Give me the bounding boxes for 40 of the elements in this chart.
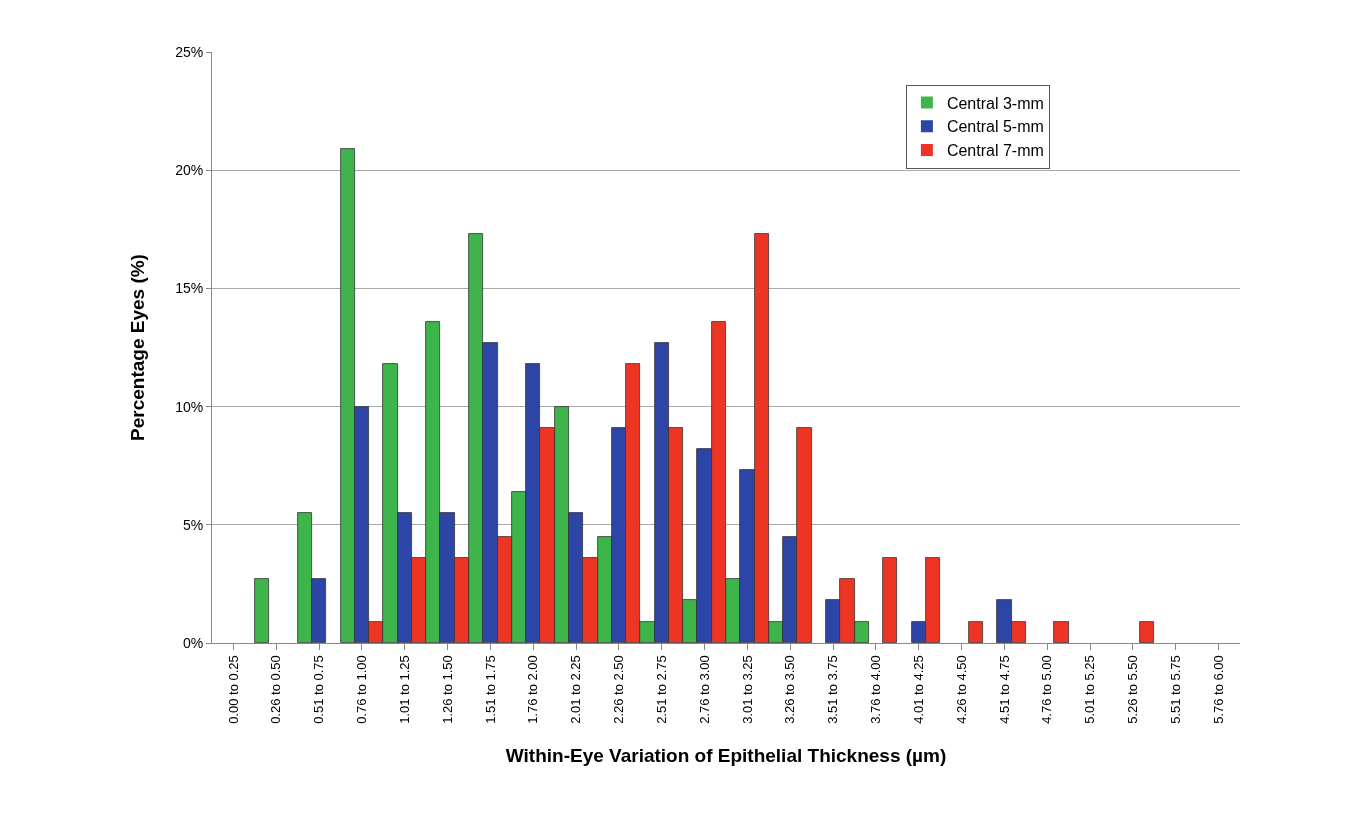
x-axis-title: Within-Eye Variation of Epithelial Thickness (µm) [505, 744, 947, 766]
x-tick-label: 5.26 to 5.50 [1125, 655, 1141, 724]
bar [1053, 621, 1069, 643]
x-tick-label: 3.01 to 3.25 [739, 655, 755, 724]
bar [254, 578, 269, 643]
bar [882, 557, 897, 643]
legend-label: Central 3-mm [946, 94, 1044, 112]
y-tick-label: 15% [175, 280, 204, 297]
x-tick-label: 2.26 to 2.50 [611, 655, 627, 724]
x-tick-label: 0.26 to 0.50 [268, 655, 284, 724]
x-tick-label: 1.01 to 1.25 [396, 655, 412, 724]
y-tick-label: 10% [175, 398, 204, 415]
x-tick-label: 4.51 to 4.75 [996, 655, 1012, 724]
x-tick-label: 0.00 to 0.25 [225, 655, 241, 724]
x-tick-label: 1.51 to 1.75 [482, 655, 498, 724]
bar [1139, 621, 1154, 643]
x-tick-label: 2.51 to 2.75 [653, 655, 669, 724]
x-tick-label: 2.01 to 2.25 [568, 655, 584, 724]
bar [968, 621, 983, 643]
x-tick-label: 0.76 to 1.00 [354, 655, 370, 724]
y-axis-title: Percentage Eyes (%) [127, 254, 149, 441]
x-tick-label: 2.76 to 3.00 [696, 655, 712, 724]
x-tick-label: 3.76 to 4.00 [868, 655, 884, 724]
x-tick-label: 5.01 to 5.25 [1082, 655, 1098, 724]
x-tick-label: 5.51 to 5.75 [1167, 655, 1183, 724]
y-tick-label: 20% [175, 162, 204, 179]
x-tick-label: 1.76 to 2.00 [525, 655, 541, 724]
legend-label: Central 5-mm [946, 118, 1044, 136]
x-tick-label: 4.01 to 4.25 [910, 655, 926, 724]
y-tick-label: 25% [175, 43, 204, 60]
x-tick-label: 5.76 to 6.00 [1210, 655, 1226, 724]
x-tick-label: 3.26 to 3.50 [782, 655, 798, 724]
x-tick-label: 0.51 to 0.75 [311, 655, 327, 724]
y-tick-label: 0% [182, 634, 204, 651]
y-tick-label: 5% [182, 516, 204, 533]
x-tick-label: 4.26 to 4.50 [953, 655, 969, 724]
legend-label: Central 7-mm [946, 142, 1044, 160]
x-tick-label: 4.76 to 5.00 [1039, 655, 1055, 724]
x-tick-label: 3.51 to 3.75 [825, 655, 841, 724]
x-tick-label: 1.26 to 1.50 [439, 655, 455, 724]
